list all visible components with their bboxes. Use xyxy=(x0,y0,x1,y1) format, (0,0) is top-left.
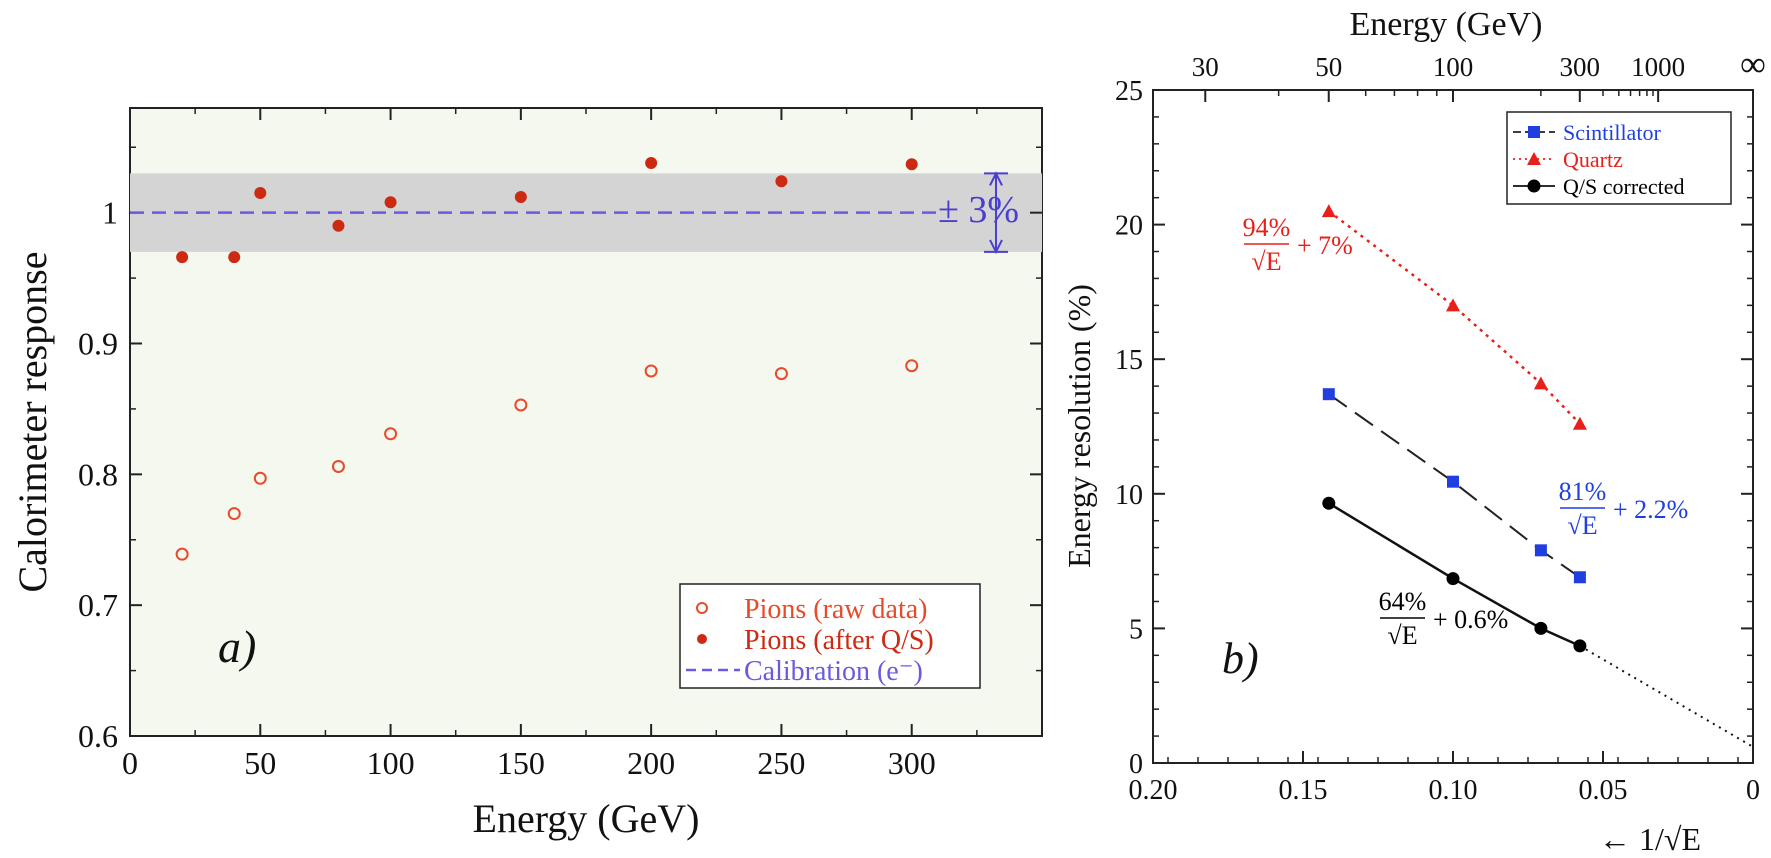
raw-data-point xyxy=(514,398,528,412)
square-data-point xyxy=(1534,544,1547,557)
panel-a: 0 50 100 150 200 250 300 0.6 0.7 0.8 0.9 1 Energy (… xyxy=(10,107,1043,841)
x-tick-label: 50 xyxy=(244,745,276,781)
panel-a-label: a) xyxy=(218,621,256,672)
top-tick-label: ∞ xyxy=(1740,44,1766,84)
legend-marker xyxy=(1527,179,1541,193)
circle-data-point xyxy=(1534,621,1548,635)
x-tick-label: 250 xyxy=(757,745,805,781)
legend-marker-raw xyxy=(696,602,708,614)
y-tick-label: 0.8 xyxy=(78,456,118,492)
triangle-data-point xyxy=(1533,376,1548,390)
y-tick-label: 20 xyxy=(1115,211,1143,242)
legend-box xyxy=(679,583,981,689)
legend-marker-qs xyxy=(697,634,707,644)
triangle-data-point xyxy=(1446,298,1460,312)
circle-data-point xyxy=(1446,572,1460,586)
y-tick-label: 0.9 xyxy=(78,326,118,362)
x-tick-label: 150 xyxy=(497,745,545,781)
y-tick-label: 25 xyxy=(1115,76,1143,107)
legend-label: Q/S corrected xyxy=(1563,174,1685,199)
y-tick-label: 0.6 xyxy=(78,718,118,754)
legend-box xyxy=(1506,111,1732,205)
x-tick-label: 0 xyxy=(122,745,138,781)
qs-data-point xyxy=(514,190,527,203)
series-line xyxy=(1328,502,1581,648)
annotation-numerator: 81% xyxy=(1559,477,1607,506)
raw-data-point xyxy=(175,547,189,561)
panel-a-legend: Pions (raw data)Pions (after Q/S)Calibra… xyxy=(679,583,981,689)
x-tick-label: 0 xyxy=(1746,775,1760,806)
qs-data-point xyxy=(384,196,397,209)
annotation-denominator: √E xyxy=(1387,621,1417,650)
y-tick-label: 15 xyxy=(1115,345,1143,376)
y-tick-label: 0.7 xyxy=(78,587,118,623)
qs-data-point xyxy=(254,187,267,200)
x-tick-label: 200 xyxy=(627,745,675,781)
x-tick-label: 0.15 xyxy=(1279,775,1328,806)
top-tick-label: 1000 xyxy=(1631,52,1685,82)
annotation-numerator: 94% xyxy=(1243,213,1291,242)
panel-a-y-axis-label: Calorimeter response xyxy=(10,252,55,593)
raw-data-point xyxy=(331,459,345,473)
legend-marker xyxy=(1528,126,1540,138)
qs-data-point xyxy=(775,175,788,188)
legend-label: Calibration (e⁻) xyxy=(744,656,923,687)
y-tick-label: 1 xyxy=(102,195,118,231)
raw-data-point xyxy=(905,359,919,373)
top-tick-label: 300 xyxy=(1560,52,1601,82)
qs-data-point xyxy=(228,251,241,264)
annotation-denominator: √E xyxy=(1567,511,1597,540)
panel-b-label: b) xyxy=(1222,634,1259,683)
qs-data-point xyxy=(645,156,658,169)
y-tick-label: 0 xyxy=(1129,749,1143,780)
x-tick-label: 0.20 xyxy=(1129,775,1178,806)
raw-data-point xyxy=(774,367,788,381)
band-arrow-head-top xyxy=(989,171,1003,186)
circle-data-point xyxy=(1322,496,1336,510)
legend-label: Scintillator xyxy=(1563,120,1661,145)
band-arrow-head-bottom xyxy=(989,239,1003,255)
band-label: ± 3% xyxy=(938,189,1019,231)
x-tick-label: 300 xyxy=(888,745,936,781)
annotation-suffix: + 2.2% xyxy=(1613,495,1688,524)
x-tick-label: 0.05 xyxy=(1579,775,1628,806)
qs-data-point xyxy=(332,219,345,232)
legend-label: Pions (after Q/S) xyxy=(744,625,934,656)
series-line xyxy=(1328,393,1581,579)
square-data-point xyxy=(1322,388,1335,401)
annotation-denominator: √E xyxy=(1251,247,1281,276)
raw-data-point xyxy=(253,471,267,485)
y-tick-label: 10 xyxy=(1115,480,1143,511)
panel-b-x-axis-label: ← 1/√E xyxy=(1599,821,1701,857)
panel-b-top-axis-label: Energy (GeV) xyxy=(1350,6,1543,43)
top-tick-label: 100 xyxy=(1433,52,1474,82)
qs-data-point xyxy=(176,251,189,264)
panel-b: 0.20 0.15 0.10 0.05 0 0 5 10 15 20 25 30 50 100 300 100… xyxy=(1061,6,1766,857)
panel-a-x-axis-label: Energy (GeV) xyxy=(473,796,700,841)
annotation-suffix: + 7% xyxy=(1297,231,1353,260)
x-tick-label: 0.10 xyxy=(1429,775,1478,806)
x-tick-label: 100 xyxy=(367,745,415,781)
triangle-data-point xyxy=(1321,204,1336,218)
annotation-suffix: + 0.6% xyxy=(1433,605,1508,634)
triangle-data-point xyxy=(1572,416,1587,430)
legend-label: Quartz xyxy=(1563,147,1623,172)
top-tick-label: 30 xyxy=(1192,52,1219,82)
raw-data-point xyxy=(644,364,658,378)
raw-data-point xyxy=(227,507,241,521)
raw-data-point xyxy=(384,427,398,441)
y-tick-label: 5 xyxy=(1129,614,1143,645)
square-data-point xyxy=(1573,571,1586,584)
circle-data-point xyxy=(1573,639,1587,653)
panel-b-y-axis-label: Energy resolution (%) xyxy=(1061,284,1097,568)
legend-marker xyxy=(1527,152,1541,165)
qs-data-point xyxy=(905,158,918,171)
square-data-point xyxy=(1447,475,1459,488)
legend-label: Pions (raw data) xyxy=(744,594,928,625)
panel-b-annotations: 94% √E + 7% 81% √E + 2.2% 64% √E + 0.6% xyxy=(1243,213,1689,650)
annotation-numerator: 64% xyxy=(1379,587,1427,616)
top-tick-label: 50 xyxy=(1315,52,1342,82)
